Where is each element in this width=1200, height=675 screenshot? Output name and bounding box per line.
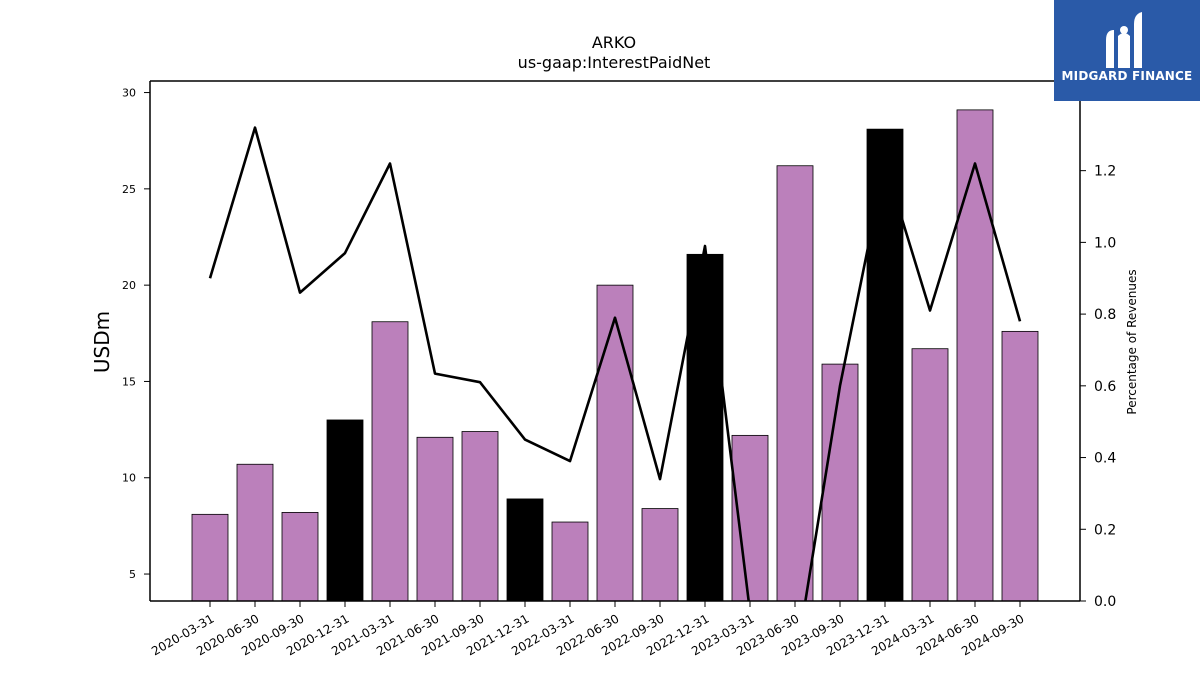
ratio-line — [208, 126, 1022, 601]
logo-text: MIDGARD FINANCE — [1061, 69, 1193, 83]
y2-tick-label: 0.8 — [1094, 307, 1116, 323]
bar-2023-12-31 — [866, 128, 904, 601]
y2-tick-label: 0.0 — [1094, 594, 1116, 610]
midgard-finance-logo: MIDGARD FINANCE — [1054, 0, 1200, 101]
y-tick-label: 25 — [122, 183, 136, 196]
y2-tick-label: 0.4 — [1094, 451, 1116, 467]
bar-2024-03-31 — [911, 348, 949, 601]
y2-tick-label: 0.2 — [1094, 522, 1116, 538]
chart-subtitle: us-gaap:InterestPaidNet — [518, 53, 711, 72]
ratio-line-series — [208, 126, 1022, 601]
bar-series — [191, 109, 1039, 601]
y2-tick-label: 0.6 — [1094, 379, 1116, 395]
bar-2021-09-30 — [461, 431, 499, 601]
bar-2022-03-31 — [551, 521, 589, 601]
y2-tick-label: 1.0 — [1094, 235, 1116, 251]
bar-2021-06-30 — [416, 436, 454, 601]
bar-2020-03-31 — [191, 513, 229, 601]
logo-mark-icon — [1106, 12, 1142, 68]
y-tick-label: 5 — [129, 568, 136, 581]
bar-2020-06-30 — [236, 463, 274, 601]
bar-2022-09-30 — [641, 508, 679, 601]
bar-2023-09-30 — [821, 363, 859, 601]
bar-2020-09-30 — [281, 512, 319, 601]
bar-2022-06-30 — [596, 284, 634, 601]
y-tick-label: 30 — [122, 87, 136, 100]
chart-title: ARKO — [592, 33, 636, 52]
y-tick-label: 15 — [122, 375, 136, 388]
bar-2021-03-31 — [371, 321, 409, 601]
y-tick-label: 20 — [122, 279, 136, 292]
bar-2023-06-30 — [776, 165, 814, 601]
bar-2024-09-30 — [1001, 330, 1039, 601]
bar-2020-12-31 — [326, 419, 364, 601]
bar-2021-12-31 — [506, 498, 544, 601]
bar-2024-06-30 — [956, 109, 994, 601]
y-tick-label: 10 — [122, 472, 136, 485]
y2-axis-label: Percentage of Revenues — [1125, 269, 1139, 414]
y-axis-label: USDm — [90, 311, 114, 373]
y2-tick-label: 1.2 — [1094, 164, 1116, 180]
